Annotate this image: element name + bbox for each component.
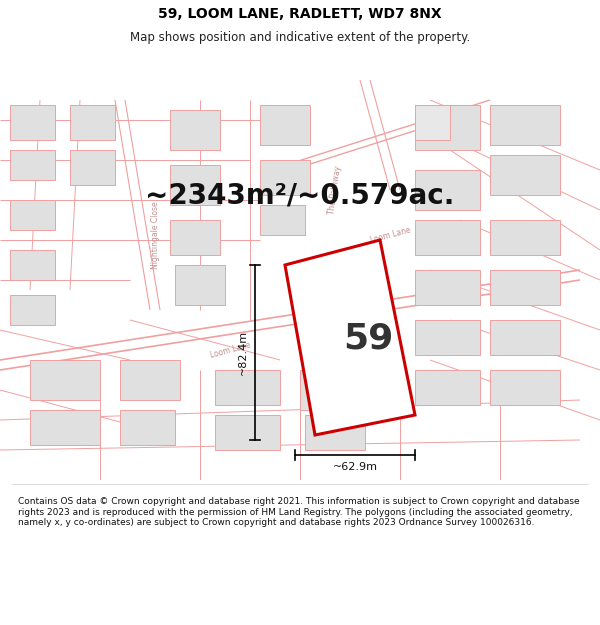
Polygon shape (170, 165, 220, 205)
Text: Loom Lane: Loom Lane (209, 340, 251, 360)
Polygon shape (30, 410, 100, 445)
Polygon shape (285, 240, 415, 435)
Polygon shape (215, 370, 280, 405)
Polygon shape (10, 200, 55, 230)
Polygon shape (260, 160, 310, 195)
Polygon shape (70, 150, 115, 185)
Polygon shape (30, 360, 100, 400)
Text: Contains OS data © Crown copyright and database right 2021. This information is : Contains OS data © Crown copyright and d… (18, 498, 580, 528)
Text: ~82.4m: ~82.4m (238, 330, 248, 375)
Polygon shape (10, 150, 55, 180)
Text: Nightingale Close: Nightingale Close (151, 201, 160, 269)
Polygon shape (415, 320, 480, 355)
Polygon shape (70, 105, 115, 140)
Text: Loom Lane: Loom Lane (369, 225, 411, 245)
Text: The Pathway: The Pathway (327, 165, 343, 215)
Polygon shape (415, 170, 480, 210)
Polygon shape (120, 360, 180, 400)
Polygon shape (415, 270, 480, 305)
Polygon shape (490, 370, 560, 405)
Text: 59: 59 (344, 322, 394, 356)
Polygon shape (415, 105, 450, 140)
Polygon shape (490, 320, 560, 355)
Polygon shape (415, 105, 480, 150)
Polygon shape (170, 220, 220, 255)
Text: Map shows position and indicative extent of the property.: Map shows position and indicative extent… (130, 31, 470, 44)
Polygon shape (415, 220, 480, 255)
Text: ~2343m²/~0.579ac.: ~2343m²/~0.579ac. (145, 181, 455, 209)
Polygon shape (170, 110, 220, 150)
Polygon shape (260, 105, 310, 145)
Polygon shape (490, 155, 560, 195)
Polygon shape (490, 105, 560, 145)
Text: 59, LOOM LANE, RADLETT, WD7 8NX: 59, LOOM LANE, RADLETT, WD7 8NX (158, 7, 442, 21)
Polygon shape (490, 270, 560, 305)
Polygon shape (10, 295, 55, 325)
Polygon shape (305, 415, 365, 450)
Polygon shape (260, 205, 305, 235)
Text: ~62.9m: ~62.9m (332, 462, 377, 472)
Polygon shape (120, 410, 175, 445)
Polygon shape (300, 285, 380, 330)
Polygon shape (415, 370, 480, 405)
Polygon shape (10, 105, 55, 140)
Polygon shape (10, 250, 55, 280)
Polygon shape (175, 265, 225, 305)
Polygon shape (215, 415, 280, 450)
Polygon shape (490, 220, 560, 255)
Polygon shape (300, 370, 360, 410)
